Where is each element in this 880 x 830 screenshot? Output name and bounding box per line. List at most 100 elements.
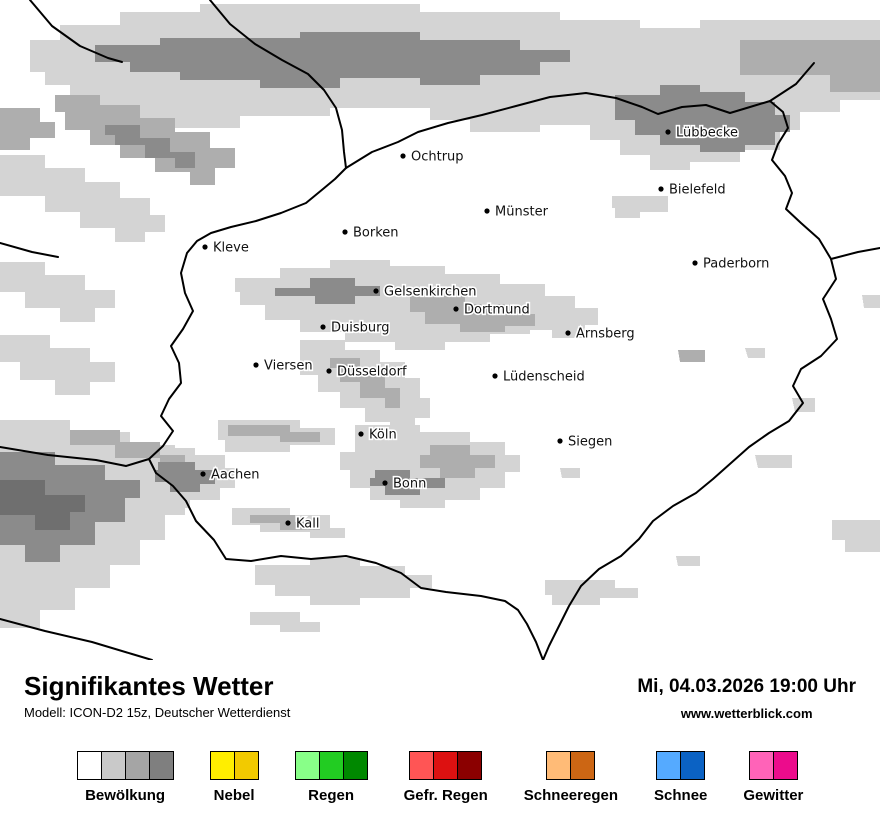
border-line <box>769 62 815 102</box>
footer: Signifikantes Wetter Modell: ICON-D2 15z… <box>0 660 880 818</box>
legend-swatch-bar <box>656 751 706 780</box>
cloud-patch <box>228 425 320 442</box>
legend-swatch-cell <box>77 752 102 779</box>
legend-label: Bewölkung <box>85 787 166 804</box>
city-dot <box>382 480 388 486</box>
city-dot <box>202 244 208 250</box>
legend-swatch-cell <box>458 752 482 779</box>
legend-swatch-cell <box>749 752 774 779</box>
border-line <box>830 247 880 260</box>
cloud-patch <box>678 350 705 362</box>
border-line <box>209 0 347 169</box>
city-dot <box>565 330 571 336</box>
legend-swatch-cell <box>319 752 344 779</box>
legend-swatch-bar <box>546 751 596 780</box>
cloud-patch <box>420 445 495 478</box>
legend: Bewölkung Nebel Regen Gefr. Regen Schneerege… <box>24 751 856 804</box>
cloud-patch <box>862 295 880 308</box>
model-info: Modell: ICON-D2 15z, Deutscher Wetterdie… <box>24 704 291 720</box>
legend-swatch-bar <box>76 751 174 780</box>
cloud-patch <box>255 558 432 605</box>
legend-swatch-cell <box>295 752 320 779</box>
city-label: Münster <box>495 205 549 220</box>
cloud-patch <box>250 515 320 530</box>
city-dot <box>373 288 379 294</box>
legend-swatch-bar <box>748 751 798 780</box>
city-label: Viersen <box>264 359 313 374</box>
legend-swatch-bar <box>294 751 368 780</box>
website-link[interactable]: www.wetterblick.com <box>680 706 813 721</box>
legend-swatch-cell <box>773 752 797 779</box>
legend-swatch-bar <box>209 751 259 780</box>
legend-group: Nebel <box>209 751 259 804</box>
city-label: Paderborn <box>703 257 769 272</box>
legend-swatch-cell <box>571 752 595 779</box>
legend-group: Gefr. Regen <box>404 751 488 804</box>
city-dot <box>692 260 698 266</box>
legend-swatch-cell <box>410 752 435 779</box>
legend-swatch-cell <box>210 752 235 779</box>
legend-swatch-cell <box>234 752 258 779</box>
city-dot <box>326 368 332 374</box>
legend-group: Regen <box>294 751 368 804</box>
legend-swatch-cell <box>657 752 682 779</box>
footer-head-row: Signifikantes Wetter Modell: ICON-D2 15z… <box>24 672 856 721</box>
cloud-patch <box>755 455 792 468</box>
city-label: Borken <box>353 226 399 241</box>
cloud-patch <box>0 335 115 395</box>
legend-label: Schnee <box>654 787 708 804</box>
cloud-patch <box>70 430 185 470</box>
city-label: Düsseldorf <box>337 365 407 380</box>
legend-swatch-cell <box>343 752 367 779</box>
legend-swatch-cell <box>125 752 150 779</box>
forecast-datetime: Mi, 04.03.2026 19:00 Uhr <box>637 676 856 697</box>
cloud-patch <box>370 470 445 495</box>
cloud-patch <box>0 108 55 150</box>
city-label: Lüdenscheid <box>503 370 585 385</box>
cloud-patch <box>745 348 765 358</box>
border-line <box>0 242 59 258</box>
border-line <box>0 446 150 467</box>
city-label: Dortmund <box>464 303 530 318</box>
city-dot <box>484 208 490 214</box>
legend-group: Schneeregen <box>524 751 618 804</box>
city-dot <box>320 324 326 330</box>
cloud-patch <box>250 612 320 632</box>
city-label: Ochtrup <box>411 150 464 165</box>
cloud-patch <box>676 556 700 566</box>
footer-right-column: Mi, 04.03.2026 19:00 Uhr www.wetterblick… <box>637 672 856 721</box>
cloud-layer <box>0 4 880 632</box>
legend-group: Gewitter <box>743 751 803 804</box>
city-label: Lübbecke <box>676 126 738 141</box>
cloud-patch <box>0 262 115 322</box>
weather-map: Lübbecke Ochtrup Bielefeld Münster Borken Kle… <box>0 0 880 660</box>
cloud-patch <box>275 278 380 304</box>
city-label: Kall <box>296 517 320 532</box>
cloud-patch <box>545 580 638 605</box>
legend-label: Gewitter <box>743 787 804 804</box>
legend-swatch-bar <box>409 751 483 780</box>
cloud-patch <box>95 32 570 88</box>
city-dot <box>492 373 498 379</box>
city-label: Duisburg <box>331 321 390 336</box>
city-label: Bielefeld <box>669 183 726 198</box>
city-dot <box>253 362 259 368</box>
city-dot <box>285 520 291 526</box>
legend-swatch-cell <box>101 752 126 779</box>
cloud-patch <box>560 468 580 478</box>
city-label: Bonn <box>393 477 426 492</box>
cloud-patch <box>832 520 880 552</box>
legend-group: Schnee <box>654 751 707 804</box>
city-dot <box>358 431 364 437</box>
footer-left-column: Signifikantes Wetter Modell: ICON-D2 15z… <box>24 672 290 720</box>
cloud-patch <box>740 40 880 92</box>
legend-label: Gefr. Regen <box>403 787 488 804</box>
city-dot <box>342 229 348 235</box>
state-borders <box>0 0 880 660</box>
city-dot <box>453 306 459 312</box>
city-dot <box>557 438 563 444</box>
legend-swatch-cell <box>149 752 173 779</box>
legend-label: Schneeregen <box>523 787 619 804</box>
border-line <box>29 0 123 63</box>
city-label: Gelsenkirchen <box>384 285 477 300</box>
